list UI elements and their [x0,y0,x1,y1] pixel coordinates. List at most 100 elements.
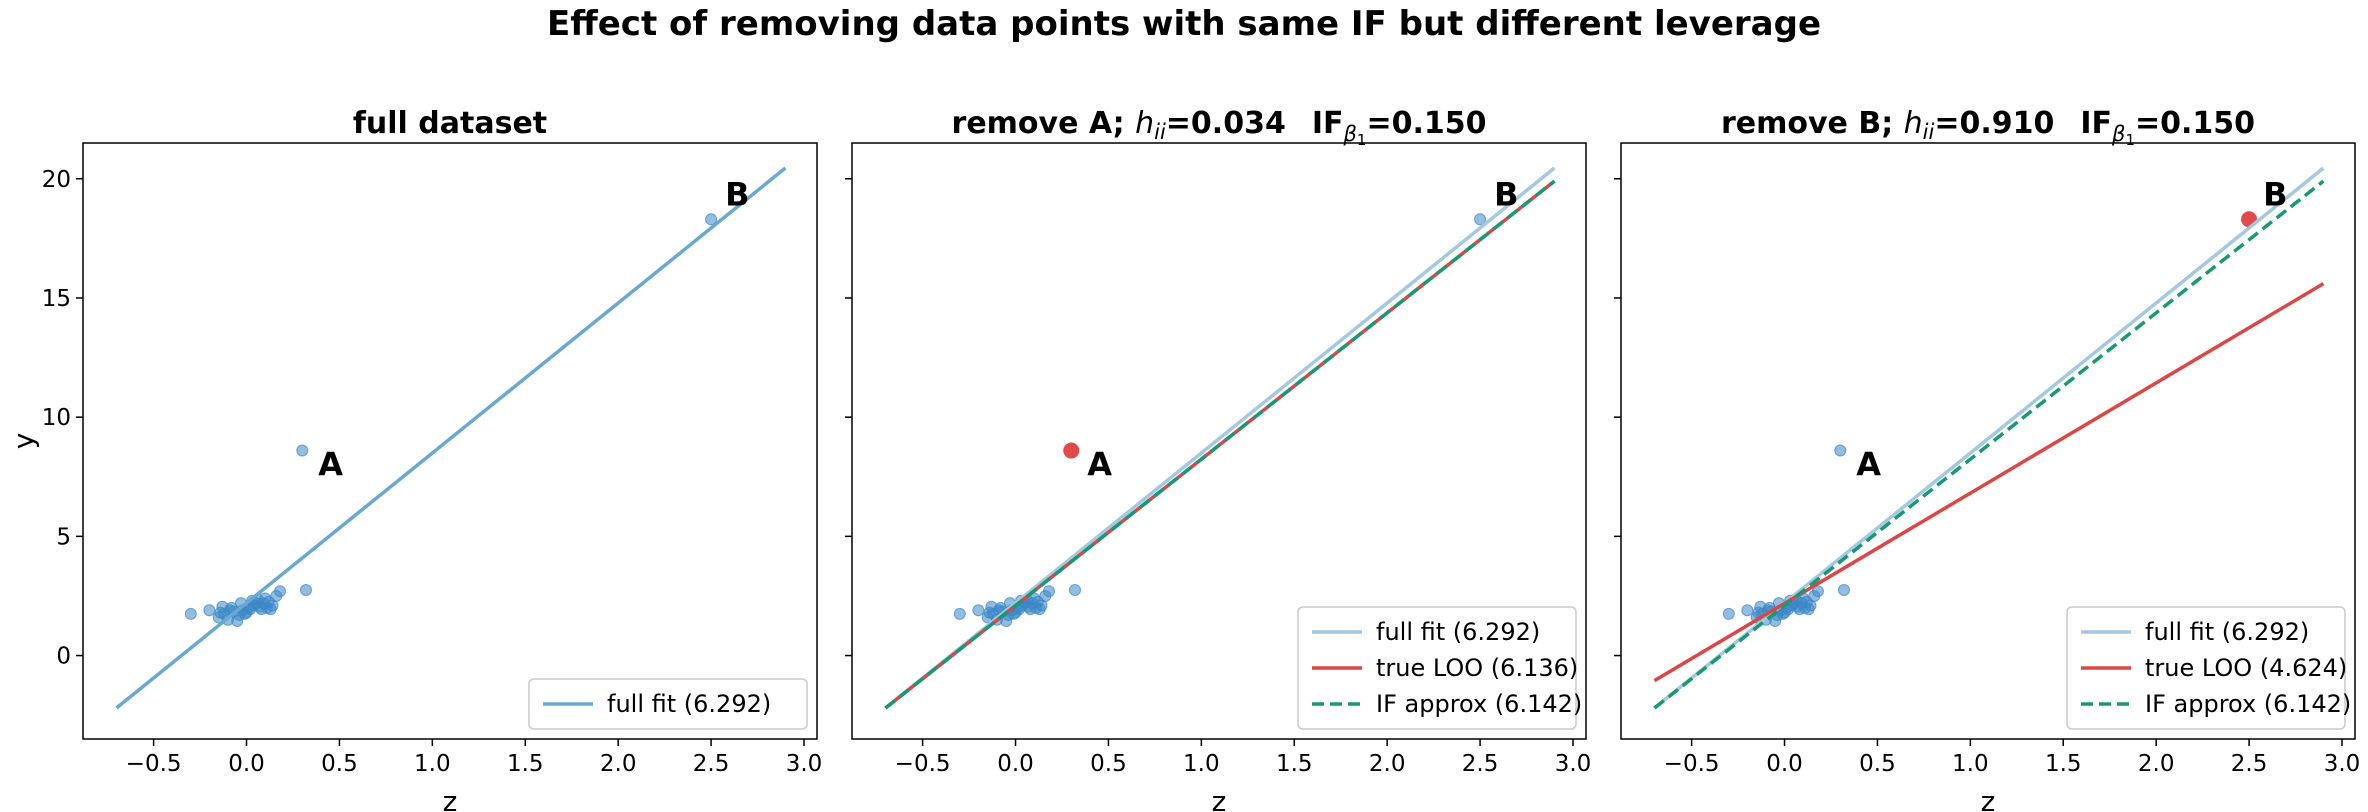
x-tick-label: 1.0 [414,751,451,777]
y-tick-label: 20 [42,167,71,193]
data-point [972,604,985,617]
panel-title: remove B; hii=0.910 IFβ1=0.150 [1721,106,2255,149]
removed-point-a [1063,442,1080,459]
point-label-a: A [1856,446,1881,484]
plot-area [884,166,1556,710]
data-point [1722,607,1735,620]
figure-title: Effect of removing data points with same… [547,4,1821,44]
legend: full fit (6.292) true LOO (4.624) IF appro… [2066,606,2351,730]
x-axis-label: z [443,785,458,812]
x-tick-label: 2.0 [600,751,637,777]
axes-frame [1620,142,2356,740]
legend-box [1297,606,1577,730]
fit-line-1 [115,166,787,710]
data-point [1068,584,1081,596]
data-point [953,607,966,620]
point-b [1474,213,1487,226]
x-tick-label: 2.5 [2231,751,2268,777]
x-tick-label: 1.5 [1276,751,1313,777]
legend-label: full fit (6.292) [607,690,771,718]
point-a [296,444,309,457]
data-point [184,607,197,620]
title-if: IF [2080,106,2112,141]
title-if: IF [1312,106,1344,141]
title-prefix: remove A; [952,106,1136,141]
legend-box [2066,606,2346,730]
point-label-b: B [725,175,749,213]
panels: full dataset −0.5 0.0 0.5 1.0 1.5 2.0 2.5 3.0 0 5 1… [7,106,2360,812]
y-tick-label: 15 [42,286,71,312]
x-tick-label: 2.0 [2138,751,2175,777]
point-label-b: B [2263,175,2287,213]
x-tick-label: 3.0 [1555,751,1592,777]
data-point [299,584,312,596]
title-h-value: =0.034 [1166,106,1286,141]
x-tick-label: 0.0 [997,751,1034,777]
axes-frame [82,142,818,740]
legend-label: full fit (6.292) [1376,618,1540,646]
data-point [1741,604,1754,617]
x-axis-label: z [1981,785,1996,812]
x-tick-label: −0.5 [1664,751,1720,777]
data-point [1837,584,1850,596]
title-h-sub: ii [1923,120,1935,144]
x-tick-label: 3.0 [786,751,823,777]
panel-2: remove A; hii=0.034 IFβ1=0.150 −0.5 0.0 0.5 1… [845,106,1591,812]
panel-title: full dataset [353,106,547,141]
legend-label: true LOO (4.624) [2145,654,2347,682]
title-prefix: remove B; [1721,106,1904,141]
legend-label: IF approx (6.142) [1376,690,1582,718]
x-tick-label: 1.0 [1183,751,1220,777]
legend-label: full fit (6.292) [2145,618,2309,646]
x-axis-label: z [1212,785,1227,812]
plot-area [115,166,787,710]
panel-1: full dataset −0.5 0.0 0.5 1.0 1.5 2.0 2.5 3.0 0 5 1… [7,106,822,812]
data-point [203,604,216,617]
title-if-value: =0.150 [2135,106,2255,141]
panel-3: remove B; hii=0.910 IFβ1=0.150 −0.5 0.0 0.5 1… [1614,106,2360,812]
data-point [1042,585,1055,598]
fit-line-3 [884,179,1556,710]
fit-line-2 [1653,282,2325,683]
x-tick-label: 2.0 [1369,751,1406,777]
data-point [1811,585,1824,598]
x-tick-label: −0.5 [895,751,951,777]
panel-title: remove A; hii=0.034 IFβ1=0.150 [952,106,1487,149]
x-tick-label: 1.5 [2045,751,2082,777]
point-label-a: A [318,446,343,484]
x-tick-label: 3.0 [2324,751,2361,777]
title-if-value: =0.150 [1366,106,1486,141]
title-h: h [1904,106,1923,141]
x-tick-label: 2.5 [1462,751,1499,777]
plot-area [1653,166,2325,710]
data-point [273,585,286,598]
x-tick-label: 0.0 [1766,751,1803,777]
title-h-sub: ii [1154,120,1166,144]
title-if-sub: β [2111,122,2125,146]
point-a [1834,444,1847,457]
title-if-subsub: 1 [2125,131,2135,149]
x-tick-label: 0.0 [228,751,265,777]
legend-box [528,678,808,730]
x-tick-label: 2.5 [693,751,730,777]
legend-label: IF approx (6.142) [2145,690,2351,718]
title-h-value: =0.910 [1934,106,2054,141]
x-tick-label: 1.5 [507,751,544,777]
y-tick-label: 0 [56,644,71,670]
fit-line-1 [1653,166,2325,710]
point-label-b: B [1494,175,1518,213]
legend: full fit (6.292) [528,678,808,730]
legend-label: true LOO (6.136) [1376,654,1578,682]
x-tick-label: 0.5 [321,751,358,777]
axes-frame [851,142,1587,740]
x-tick-label: 0.5 [1859,751,1896,777]
point-b [705,213,718,226]
x-tick-label: 1.0 [1952,751,1989,777]
y-tick-label: 5 [56,524,71,550]
y-axis-label: y [7,433,40,450]
x-tick-label: −0.5 [126,751,182,777]
title-if-subsub: 1 [1357,131,1367,149]
point-label-a: A [1087,446,1112,484]
x-tick-label: 0.5 [1090,751,1127,777]
